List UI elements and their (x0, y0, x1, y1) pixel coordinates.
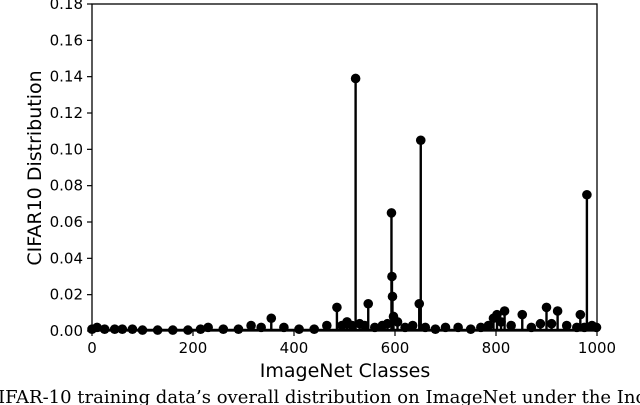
stem-marker (492, 309, 502, 320)
y-tick-label: 0.02 (50, 286, 83, 304)
y-tick-label: 0.14 (50, 68, 83, 86)
stem-marker (363, 298, 374, 309)
stem-marker (387, 291, 398, 302)
y-tick-label: 0.10 (50, 140, 83, 158)
stem-marker (552, 306, 563, 316)
y-axis-title: CIFAR10 Distribution (24, 70, 46, 265)
y-tick-label: 0.06 (50, 213, 83, 231)
y-tick-label: 0.18 (50, 0, 83, 13)
y-tick-label: 0.16 (50, 31, 83, 49)
x-tick-label: 800 (482, 339, 511, 357)
y-axis-ticks: 0.00 0.02 0.04 0.06 0.08 0.10 0.12 0.14 0.16 0.18 (50, 0, 92, 340)
stem-marker (535, 318, 546, 329)
stem-marker (506, 320, 516, 331)
x-tick-label: 600 (381, 339, 410, 357)
x-axis-ticks: 0 200 400 600 800 1000 (87, 331, 616, 357)
stem-marker (483, 320, 494, 331)
stem-marker (266, 313, 277, 324)
y-tick-label: 0.08 (50, 177, 83, 195)
stem-marker (350, 73, 361, 84)
y-tick-label: 0.12 (50, 104, 83, 122)
stem-marker (582, 189, 592, 200)
stem-marker (517, 309, 528, 320)
stem-marker (546, 318, 557, 329)
stem-marker (415, 135, 426, 146)
stem-marker (496, 317, 506, 327)
figure-caption: IFAR-10 training data’s overall distribu… (0, 387, 640, 405)
stem-marker (386, 208, 397, 218)
plot-frame (91, 3, 598, 332)
y-tick-label: 0.04 (50, 249, 83, 267)
x-tick-label: 200 (179, 339, 208, 357)
stem-marker (359, 320, 370, 331)
stem-marker (499, 306, 510, 316)
stem-marker (322, 320, 332, 331)
stem-marker (392, 317, 403, 327)
x-tick-label: 1000 (578, 339, 616, 357)
stem-marker (347, 320, 357, 331)
x-tick-label: 0 (87, 339, 97, 357)
stem-marker (561, 320, 572, 331)
stem-marker (387, 271, 397, 282)
x-tick-label: 400 (280, 339, 309, 357)
stem-marker (407, 320, 418, 331)
stem-marker (541, 302, 552, 313)
stem-markers (87, 73, 602, 335)
stem-marker (382, 318, 393, 329)
stem-marker (332, 302, 342, 313)
stem-marker (414, 298, 425, 309)
stem-marker (246, 320, 256, 331)
stem-marker (575, 309, 586, 320)
stem-lines (90, 78, 598, 331)
x-axis-title: ImageNet Classes (260, 360, 430, 382)
y-tick-label: 0.00 (50, 322, 83, 340)
